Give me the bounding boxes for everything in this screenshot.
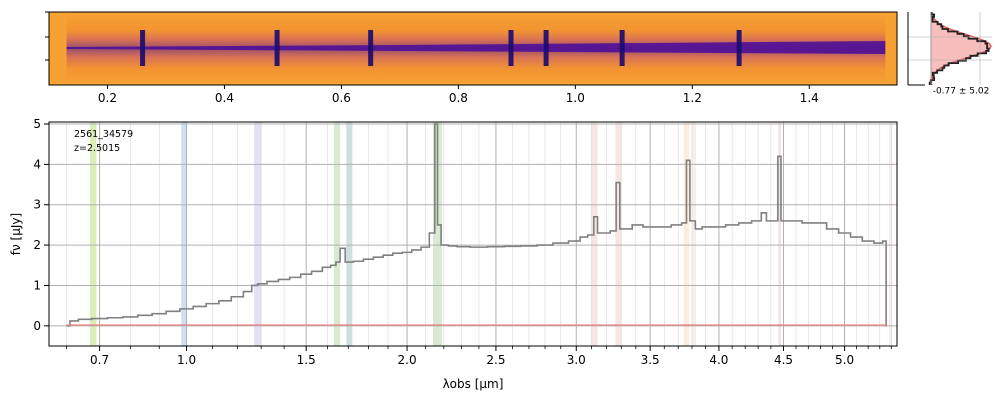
spectrum-2d-panel: 0.2 0.4 0.6 0.8 1.0 1.2 1.4	[45, 11, 898, 105]
histogram-model-fill	[931, 12, 991, 85]
series-flux	[66, 123, 887, 327]
x2d-tick-label: 0.6	[332, 91, 351, 105]
y-tick-label: 2	[33, 238, 41, 252]
line-band-9	[691, 122, 697, 346]
x-tick-label: 4.5	[774, 353, 793, 367]
emission-column-3	[508, 30, 514, 66]
x-tick-label: 2.5	[486, 353, 505, 367]
emission-column-1	[274, 30, 280, 66]
emission-column-4	[543, 30, 549, 66]
histogram-data-line	[928, 12, 990, 85]
x-tick-label: 0.7	[90, 353, 109, 367]
x2d-tick-label: 0.4	[215, 91, 234, 105]
x-tick-label: 3.0	[567, 353, 586, 367]
x-tick-label: 2.0	[398, 353, 417, 367]
histogram-panel: -0.77 ± 5.02	[907, 12, 992, 97]
x2d-tick-label: 1.2	[683, 91, 702, 105]
y-tick-label: 3	[33, 198, 41, 212]
emission-column-0	[140, 30, 146, 66]
x-tick-label: 3.5	[641, 353, 660, 367]
redshift-annotation: z=2.5015	[74, 143, 120, 154]
line-band-5	[432, 122, 443, 346]
emission-column-2	[368, 30, 374, 66]
emission-column-5	[619, 30, 625, 66]
y-axis-label: fν [μJy]	[9, 213, 23, 255]
x-tick-label: 4.0	[709, 353, 728, 367]
line-band-3	[333, 122, 341, 346]
x-axis-label: λobs [μm]	[443, 377, 504, 391]
emission-column-6	[736, 30, 742, 66]
line-band-7	[615, 122, 622, 346]
x-tick-label: 1.0	[177, 353, 196, 367]
line-band-4	[346, 122, 353, 346]
x2d-tick-label: 0.2	[98, 91, 117, 105]
x-tick-label: 5.0	[835, 353, 854, 367]
y-tick-label: 1	[33, 278, 41, 292]
y-tick-label: 0	[33, 319, 41, 333]
object-id-annotation: 2561_34579	[74, 129, 133, 140]
line-band-8	[683, 122, 690, 346]
line-band-1	[181, 122, 187, 346]
spectrum-2d-frame	[48, 11, 898, 86]
y-tick-label: 4	[33, 157, 41, 171]
x2d-tick-label: 1.0	[566, 91, 585, 105]
line-band-2	[254, 122, 262, 346]
line-band-0	[89, 122, 97, 346]
spectrum-1d-background	[49, 122, 897, 346]
line-band-11	[888, 122, 893, 346]
x2d-tick-label: 1.4	[800, 91, 819, 105]
spectrum-1d-panel: 0.7 1.0 1.5 2.0 2.5 3.0 3.5 4.0 4.5 5.0 0 1 2 3 4 5 256…	[9, 117, 898, 391]
x2d-tick-label: 0.8	[449, 91, 468, 105]
noise-label: -0.77 ± 5.02	[933, 87, 990, 97]
spectral-trace	[66, 41, 886, 54]
y-tick-label: 5	[33, 117, 41, 131]
line-band-10	[778, 122, 781, 346]
x-tick-label: 1.5	[297, 353, 316, 367]
spectrum-1d-frame	[48, 121, 898, 347]
